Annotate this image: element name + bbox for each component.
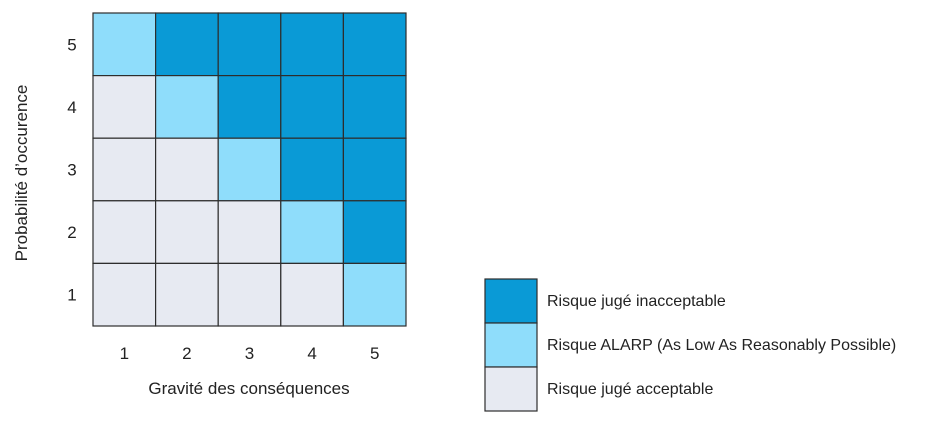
matrix-cell-gravite-2-probabilite-3	[156, 138, 219, 201]
x-tick-label-5: 5	[370, 344, 379, 363]
matrix-cell-gravite-5-probabilite-5	[343, 13, 406, 76]
matrix-cell-gravite-2-probabilite-4	[156, 76, 219, 139]
matrix-cell-gravite-5-probabilite-2	[343, 201, 406, 264]
y-tick-label-4: 4	[67, 98, 76, 117]
matrix-cell-gravite-4-probabilite-2	[281, 201, 344, 264]
y-tick-label-1: 1	[67, 286, 76, 305]
matrix-cell-gravite-1-probabilite-3	[93, 138, 156, 201]
legend: Risque jugé inacceptable Risque ALARP (As…	[485, 279, 896, 411]
legend-swatch-inacceptable	[485, 279, 537, 323]
matrix-cell-gravite-4-probabilite-5	[281, 13, 344, 76]
matrix-cell-gravite-3-probabilite-1	[218, 263, 281, 326]
matrix-cell-gravite-4-probabilite-1	[281, 263, 344, 326]
x-axis-label: Gravité des conséquences	[148, 379, 349, 398]
matrix-cell-gravite-5-probabilite-3	[343, 138, 406, 201]
matrix-cell-gravite-3-probabilite-2	[218, 201, 281, 264]
matrix-cell-gravite-1-probabilite-2	[93, 201, 156, 264]
matrix-cell-gravite-1-probabilite-5	[93, 13, 156, 76]
risk-matrix-grid	[93, 13, 406, 326]
legend-label-inacceptable: Risque jugé inacceptable	[547, 293, 726, 310]
matrix-cell-gravite-2-probabilite-1	[156, 263, 219, 326]
legend-label-acceptable: Risque jugé acceptable	[547, 381, 713, 398]
matrix-cell-gravite-5-probabilite-4	[343, 76, 406, 139]
matrix-cell-gravite-2-probabilite-2	[156, 201, 219, 264]
matrix-cell-gravite-1-probabilite-1	[93, 263, 156, 326]
matrix-cell-gravite-3-probabilite-5	[218, 13, 281, 76]
matrix-cell-gravite-3-probabilite-4	[218, 76, 281, 139]
matrix-cell-gravite-1-probabilite-4	[93, 76, 156, 139]
x-tick-label-4: 4	[307, 344, 316, 363]
matrix-cell-gravite-2-probabilite-5	[156, 13, 219, 76]
matrix-cell-gravite-5-probabilite-1	[343, 263, 406, 326]
legend-swatch-alarp	[485, 323, 537, 367]
legend-label-alarp: Risque ALARP (As Low As Reasonably Possi…	[547, 337, 896, 354]
matrix-cell-gravite-4-probabilite-4	[281, 76, 344, 139]
matrix-cell-gravite-3-probabilite-3	[218, 138, 281, 201]
legend-swatch-acceptable	[485, 367, 537, 411]
x-tick-label-1: 1	[120, 344, 129, 363]
y-tick-label-3: 3	[67, 161, 76, 180]
x-tick-label-3: 3	[245, 344, 254, 363]
y-tick-label-2: 2	[67, 223, 76, 242]
matrix-cell-gravite-4-probabilite-3	[281, 138, 344, 201]
x-tick-label-2: 2	[182, 344, 191, 363]
y-axis-label: Probabilité d’occurence	[12, 85, 31, 262]
y-tick-label-5: 5	[67, 35, 76, 54]
